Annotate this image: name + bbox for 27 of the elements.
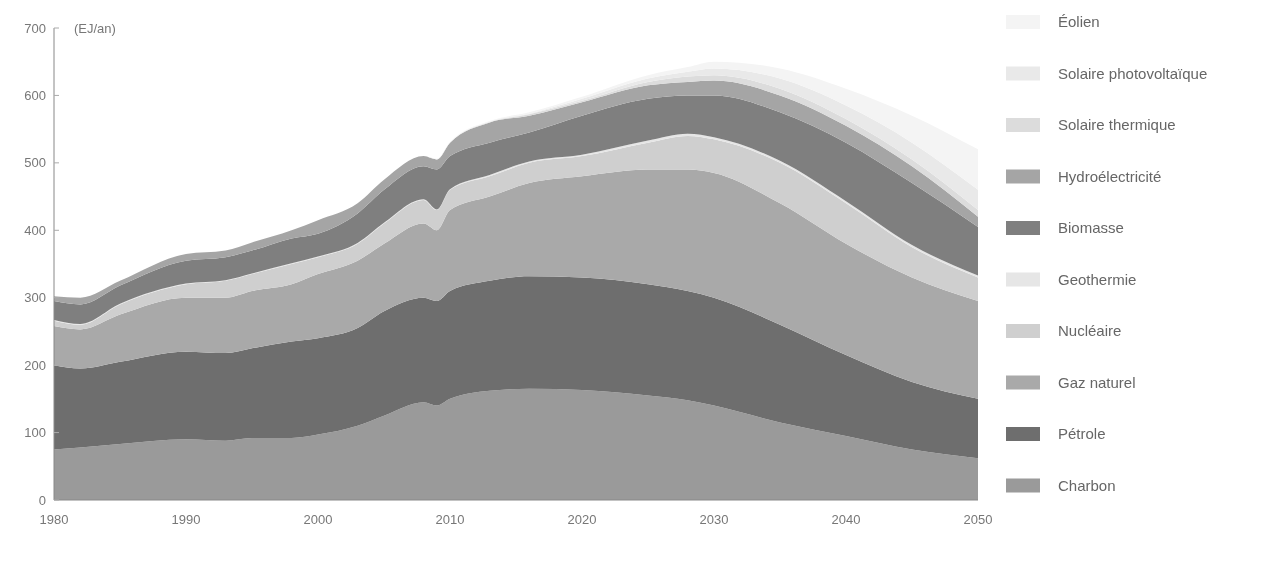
y-tick-label: 700 — [24, 20, 46, 36]
y-tick-label: 400 — [24, 222, 46, 238]
x-tick-label: 2020 — [567, 512, 597, 527]
legend-label: Éolien — [1058, 13, 1100, 31]
x-tick-label: 1990 — [171, 512, 201, 527]
x-tick-label: 2050 — [963, 512, 993, 527]
x-tick-label: 2000 — [303, 512, 333, 527]
y-axis-title: (EJ/an) — [74, 20, 116, 36]
legend-label: Hydroélectricité — [1058, 167, 1162, 185]
x-tick-label: 2010 — [435, 512, 465, 527]
y-tick-label: 100 — [24, 425, 46, 441]
legend-label: Geothermie — [1058, 270, 1137, 288]
y-tick-label: 200 — [24, 357, 46, 373]
x-tick-label: 2040 — [831, 512, 861, 527]
legend-label: Solaire photovoltaïque — [1058, 64, 1208, 82]
legend-label: Biomasse — [1058, 219, 1124, 237]
x-tick-label: 2030 — [699, 512, 729, 527]
legend-label: Solaire thermique — [1058, 116, 1176, 134]
legend-label: Gaz naturel — [1058, 373, 1136, 391]
y-tick-label: 500 — [24, 155, 46, 171]
legend-label: Pétrole — [1058, 425, 1106, 443]
y-tick-label: 300 — [24, 290, 46, 306]
x-tick-label: 1980 — [39, 512, 69, 527]
legend-label: Nucléaire — [1058, 322, 1122, 340]
y-tick-label: 600 — [24, 87, 46, 103]
legend-label: Charbon — [1058, 476, 1116, 494]
y-tick-label: 0 — [38, 492, 46, 508]
